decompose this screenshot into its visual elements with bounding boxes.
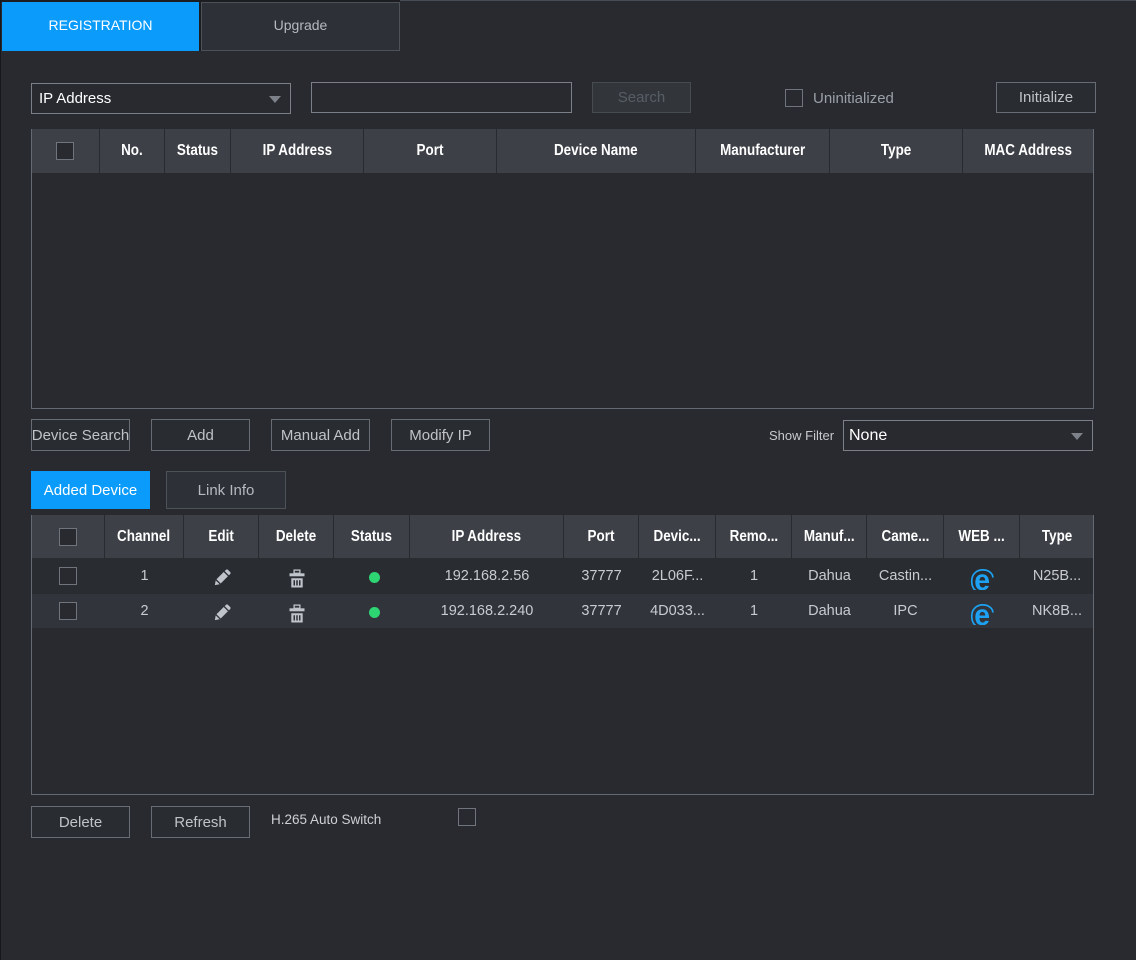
svg-text:e: e (974, 599, 990, 625)
svg-text:e: e (974, 564, 990, 590)
